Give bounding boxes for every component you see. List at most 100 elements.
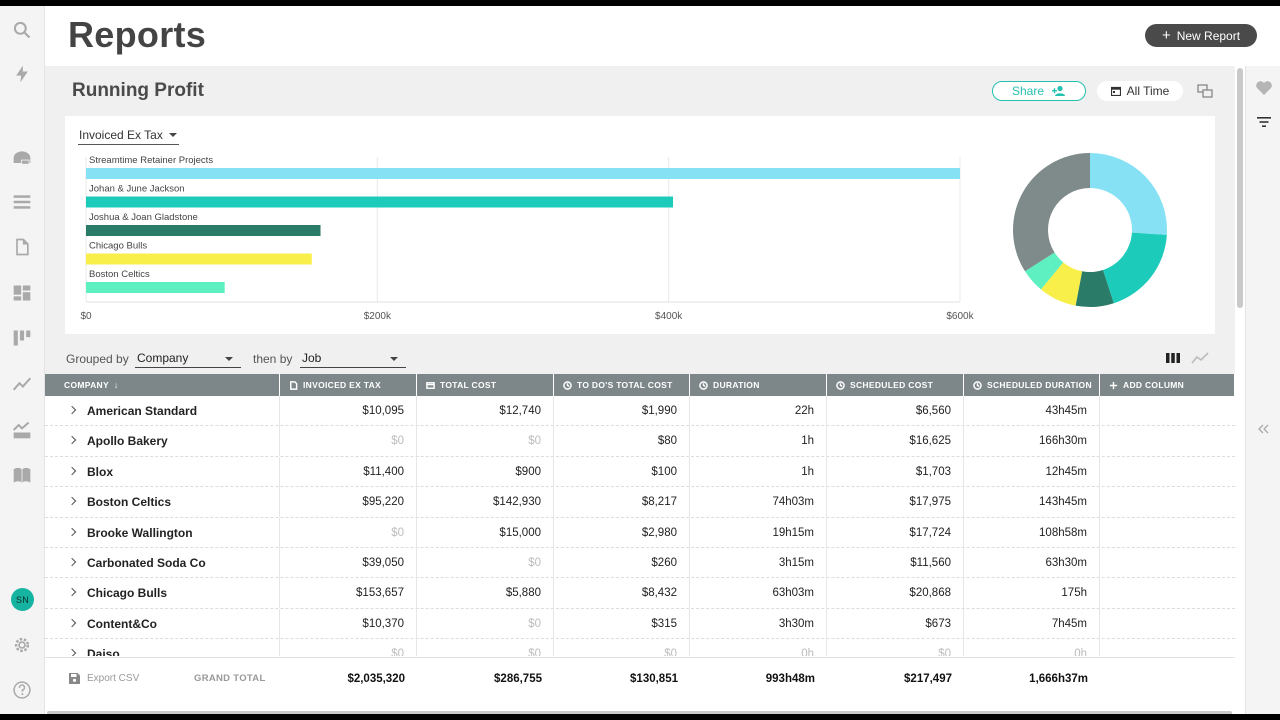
- kanban-icon[interactable]: [10, 326, 34, 350]
- caret-down-icon: [390, 357, 398, 361]
- value-cell: $10,095: [280, 396, 417, 426]
- dashboard-icon[interactable]: [10, 281, 34, 305]
- table-header: Company ↓ Invoiced Ex Tax Total Cost To Do's…: [45, 374, 1235, 396]
- new-job-icon[interactable]: [10, 146, 34, 170]
- value-cell: 0h: [964, 639, 1100, 656]
- table-footer: Export CSV GRAND TOTAL $2,035,320 $286,75…: [45, 657, 1235, 714]
- then-by-value: Job: [302, 351, 322, 365]
- value-cell: $6,560: [827, 396, 964, 426]
- date-range-label: All Time: [1126, 84, 1170, 98]
- add-column-cell: [1100, 578, 1235, 608]
- value-cell: $0: [827, 639, 964, 656]
- trend-view-icon[interactable]: [1191, 352, 1209, 364]
- donut-slice: [1102, 232, 1167, 304]
- total-cell: $130,851: [630, 672, 678, 685]
- horizontal-scrollbar[interactable]: [47, 711, 1232, 714]
- clock-icon: [836, 380, 845, 390]
- add-column-cell: [1100, 639, 1235, 656]
- column-header[interactable]: Scheduled Cost: [827, 374, 964, 396]
- value-cell: $8,432: [554, 578, 690, 609]
- column-header-label: Add Column: [1123, 380, 1185, 390]
- search-icon[interactable]: [10, 18, 34, 42]
- add-person-icon: [1052, 85, 1066, 96]
- metric-dropdown[interactable]: Invoiced Ex Tax: [78, 126, 179, 145]
- column-view-icon[interactable]: [1165, 352, 1181, 364]
- company-cell[interactable]: Chicago Bulls: [45, 578, 280, 609]
- column-header[interactable]: Add Column: [1100, 374, 1235, 396]
- column-header-label: Total Cost: [440, 380, 497, 390]
- value-cell: $260: [554, 548, 690, 578]
- data-table: Company ↓ Invoiced Ex Tax Total Cost To Do's…: [45, 374, 1235, 714]
- date-range-button[interactable]: All Time: [1097, 81, 1183, 101]
- column-header[interactable]: Company ↓: [45, 374, 280, 396]
- bar-label: Chicago Bulls: [89, 241, 147, 252]
- compare-icon[interactable]: [1197, 83, 1213, 99]
- table-row[interactable]: Content&Co $10,370 $0 $315 3h30m $673 7h45m: [45, 608, 1235, 640]
- company-cell[interactable]: American Standard: [45, 396, 280, 426]
- export-csv-button[interactable]: Export CSV: [69, 658, 139, 699]
- value-cell: $2,980: [554, 517, 690, 548]
- group-by-value: Company: [137, 351, 189, 365]
- company-cell[interactable]: Blox: [45, 456, 280, 487]
- table-row[interactable]: American Standard $10,095 $12,740 $1,990 22h…: [45, 396, 1235, 427]
- column-header[interactable]: Invoiced Ex Tax: [280, 374, 417, 396]
- add-column-cell: [1100, 609, 1235, 639]
- x-tick-label: $0: [80, 311, 92, 322]
- table-row[interactable]: Blox $11,400 $900 $100 1h $1,703 12h45m: [45, 456, 1235, 488]
- grouped-by-label: Grouped by: [66, 352, 129, 366]
- company-cell[interactable]: Daiso: [45, 639, 280, 656]
- list-icon[interactable]: [10, 190, 34, 214]
- column-header[interactable]: To Do's Total Cost: [554, 374, 690, 396]
- then-by-select[interactable]: Job: [300, 351, 406, 368]
- help-icon[interactable]: [10, 678, 34, 702]
- value-cell: $20,868: [827, 578, 964, 609]
- vertical-scrollbar[interactable]: [1237, 68, 1243, 308]
- table-row[interactable]: Apollo Bakery $0 $0 $80 1h $16,625 166h30m: [45, 426, 1235, 457]
- total-cell: $217,497: [904, 672, 952, 685]
- column-header-label: Invoiced Ex Tax: [303, 380, 382, 390]
- value-cell: $80: [554, 426, 690, 457]
- filter-icon[interactable]: [1255, 113, 1273, 131]
- value-cell: $0: [554, 639, 690, 656]
- column-header-label: Duration: [713, 380, 760, 390]
- company-cell[interactable]: Content&Co: [45, 608, 280, 639]
- add-column-cell: [1100, 487, 1235, 517]
- avatar[interactable]: SN: [11, 588, 34, 611]
- total-cell: 993h48m: [765, 672, 815, 685]
- share-button[interactable]: Share: [992, 81, 1086, 101]
- new-report-button[interactable]: + New Report: [1145, 24, 1257, 47]
- bar: [86, 225, 321, 236]
- column-header[interactable]: Duration: [690, 374, 827, 396]
- document-icon[interactable]: [10, 235, 34, 259]
- bar: [86, 196, 674, 208]
- donut-slice: [1040, 262, 1083, 306]
- column-header[interactable]: Scheduled Duration: [964, 374, 1100, 396]
- value-cell: $153,657: [280, 578, 417, 609]
- table-row[interactable]: Daiso $0 $0 $0 0h $0 0h: [45, 639, 1235, 656]
- group-by-select[interactable]: Company: [135, 351, 241, 368]
- company-cell[interactable]: Boston Celtics: [45, 487, 280, 518]
- clock-icon: [699, 380, 708, 390]
- trend-icon[interactable]: [10, 372, 34, 396]
- reports-beta-icon[interactable]: [10, 418, 34, 442]
- column-header[interactable]: Total Cost: [417, 374, 554, 396]
- collapse-left-icon[interactable]: [1255, 420, 1273, 438]
- add-column-cell: [1100, 518, 1235, 548]
- book-icon[interactable]: [10, 463, 34, 487]
- table-row[interactable]: Boston Celtics $95,220 $142,930 $8,217 74h03…: [45, 487, 1235, 518]
- value-cell: $673: [827, 608, 964, 639]
- company-cell[interactable]: Brooke Wallington: [45, 517, 280, 548]
- table-row[interactable]: Carbonated Soda Co $39,050 $0 $260 3h15m $11,…: [45, 548, 1235, 579]
- company-cell[interactable]: Apollo Bakery: [45, 426, 280, 457]
- value-cell: 166h30m: [964, 426, 1100, 457]
- company-cell[interactable]: Carbonated Soda Co: [45, 548, 280, 578]
- clock-icon: [973, 380, 982, 390]
- table-row[interactable]: Chicago Bulls $153,657 $5,880 $8,432 63h03m $…: [45, 578, 1235, 609]
- value-cell: 175h: [964, 578, 1100, 609]
- lightning-icon[interactable]: [10, 62, 34, 86]
- value-cell: $0: [280, 426, 417, 457]
- gear-icon[interactable]: [10, 633, 34, 657]
- table-row[interactable]: Brooke Wallington $0 $15,000 $2,980 19h15m $1…: [45, 517, 1235, 548]
- heart-icon[interactable]: [1255, 79, 1273, 97]
- add-column-cell: [1100, 548, 1235, 578]
